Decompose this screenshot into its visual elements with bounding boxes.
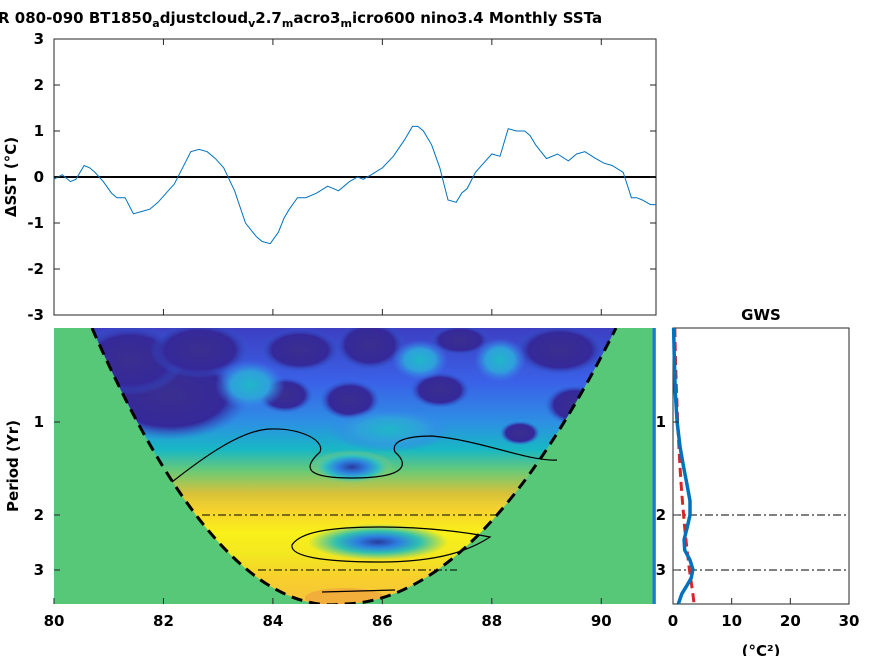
gws-xlabel: (°C²) bbox=[742, 642, 781, 656]
ts-ytick-label: -3 bbox=[27, 306, 44, 324]
wavelet-xtick-label: 90 bbox=[591, 612, 612, 630]
ts-ylabel: ΔSST (°C) bbox=[2, 137, 20, 217]
wavelet-xtick-label: 82 bbox=[153, 612, 174, 630]
wavelet-ytick-label: 2 bbox=[34, 506, 44, 524]
gws-power-line bbox=[671, 327, 695, 605]
ts-ytick-label: -1 bbox=[27, 214, 44, 232]
gws-xtick-label: 20 bbox=[780, 612, 801, 630]
wavelet-xtick-label: 84 bbox=[262, 612, 283, 630]
timeseries-panel: 3 2 1 0 -1 -2 -3 ΔSST (°C) bbox=[2, 30, 657, 324]
wavelet-ytick-label: 1 bbox=[34, 413, 44, 431]
gws-ytick-label: 2 bbox=[656, 506, 666, 524]
gws-panel: GWS 0 10 20 30 1 2 3 (°C²) bbox=[656, 306, 860, 656]
gws-ytick-label: 1 bbox=[656, 413, 666, 431]
wavelet-xtick-label: 80 bbox=[44, 612, 65, 630]
gws-title: GWS bbox=[741, 306, 781, 324]
wavelet-ytick-label: 3 bbox=[34, 561, 44, 579]
gws-xtick-label: 30 bbox=[839, 612, 860, 630]
gws-xtick-label: 10 bbox=[721, 612, 742, 630]
ts-ytick-label: -2 bbox=[27, 260, 44, 278]
significance-contour-1 bbox=[171, 428, 558, 483]
wavelet-panel: 1 2 3 80 82 84 86 88 90 Period (Yr) bbox=[4, 328, 656, 630]
figure-title: R 080-090 BT1850adjustcloudv2.7macro3mic… bbox=[0, 9, 602, 30]
sst-anomaly-line bbox=[53, 125, 656, 245]
significance-contour-2 bbox=[291, 526, 492, 563]
ts-ytick-label: 2 bbox=[34, 76, 44, 94]
gws-xtick-label: 0 bbox=[668, 612, 678, 630]
ts-ytick-label: 0 bbox=[34, 168, 44, 186]
cone-of-influence bbox=[90, 328, 618, 604]
wavelet-ylabel: Period (Yr) bbox=[4, 420, 22, 512]
significance-contour-3 bbox=[321, 589, 396, 593]
ts-ytick-label: 3 bbox=[34, 30, 44, 48]
gws-ytick-label: 3 bbox=[656, 561, 666, 579]
ts-ytick-label: 1 bbox=[34, 122, 44, 140]
wavelet-xtick-label: 88 bbox=[481, 612, 502, 630]
wavelet-xtick-label: 86 bbox=[372, 612, 393, 630]
